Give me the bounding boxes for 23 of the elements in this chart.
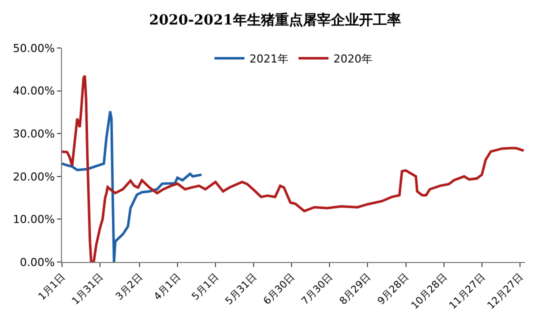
x-tick-label: 11月27日 [448, 272, 488, 312]
y-tick-label: 20.00% [12, 170, 55, 184]
y-tick-label: 30.00% [12, 127, 55, 140]
x-tick-label: 7月30日 [300, 272, 336, 308]
chart-title: 2020-2021年生猪重点屠宰企业开工率 [149, 12, 401, 29]
line-series [62, 110, 203, 262]
x-tick-label: 5月31日 [224, 272, 260, 308]
x-tick-label: 12月27日 [486, 272, 526, 312]
x-tick-label: 10月28日 [410, 272, 450, 312]
y-tick-label: 40.00% [12, 84, 55, 98]
y-tick-label: 0.00% [20, 256, 55, 269]
y-tick-label: 50.00% [12, 42, 55, 55]
x-tick-label: 4月1日 [152, 272, 184, 303]
y-tick-label: 10.00% [12, 213, 55, 226]
x-tick-label: 1月31日 [70, 272, 106, 308]
x-tick-label: 3月2日 [114, 272, 146, 303]
x-tick-label: 1月1日 [36, 272, 68, 303]
x-tick-label: 8月29日 [338, 272, 374, 308]
x-tick-label: 5月1日 [190, 272, 222, 303]
legend-label: 2020年 [334, 52, 372, 66]
x-tick-label: 9月28日 [376, 272, 412, 308]
legend-label: 2021年 [250, 52, 288, 66]
x-tick-label: 6月30日 [262, 272, 298, 308]
